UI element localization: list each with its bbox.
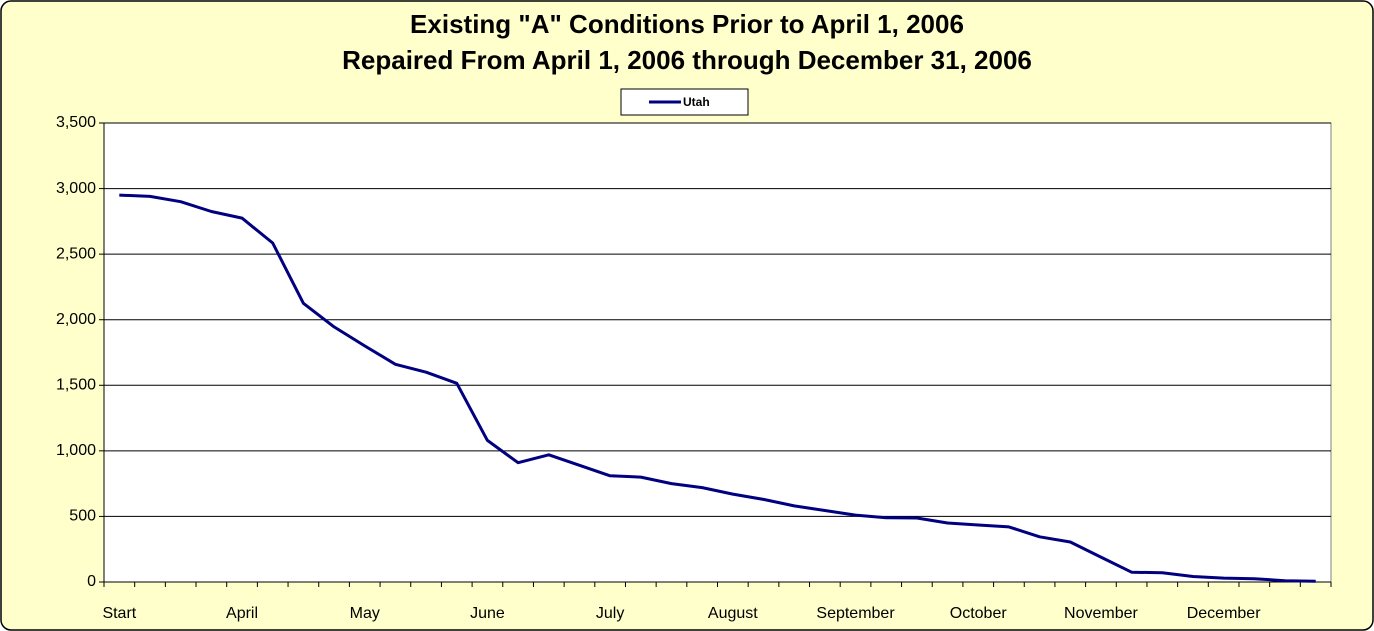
y-tick-label: 500 [69,508,96,525]
line-series [119,193,1316,583]
x-tick-label: April [226,605,258,622]
legend [620,88,749,116]
legend-label: Utah [683,95,710,109]
y-tick-label: 3,000 [56,180,96,197]
chart-title: Existing "A" Conditions Prior to April 1… [410,9,964,39]
x-tick-label: December [1187,605,1261,622]
x-tick-label: October [950,605,1008,622]
x-tick-label: August [708,605,758,622]
x-tick-label: June [470,605,505,622]
x-tick-label: July [596,605,624,622]
x-tick-label: Start [102,605,136,622]
y-tick-label: 2,000 [56,311,96,328]
y-tick-label: 1,500 [56,377,96,394]
x-tick-label: May [350,605,380,622]
y-tick-label: 0 [87,573,96,590]
y-tick-label: 1,000 [56,442,96,459]
chart-title: Repaired From April 1, 2006 through Dece… [342,45,1032,75]
x-tick-label: November [1064,605,1138,622]
y-tick-label: 2,500 [56,245,96,262]
y-tick-label: 3,500 [56,114,96,131]
plot-area [103,122,1332,583]
x-tick-label: September [816,605,895,622]
